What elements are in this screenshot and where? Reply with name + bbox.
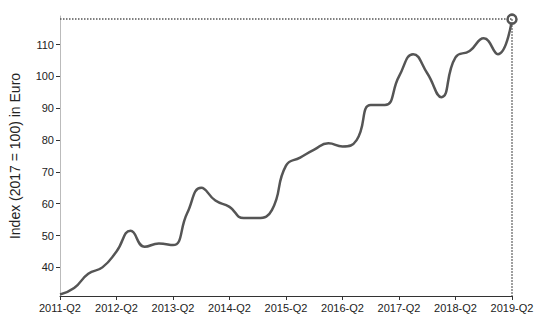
svg-text:110: 110: [36, 39, 54, 51]
svg-text:2012-Q2: 2012-Q2: [95, 302, 138, 314]
svg-text:70: 70: [42, 166, 54, 178]
svg-text:Index (2017 = 100) in Euro: Index (2017 = 100) in Euro: [7, 73, 23, 239]
svg-text:2015-Q2: 2015-Q2: [265, 302, 308, 314]
svg-text:40: 40: [42, 261, 54, 273]
svg-text:2016-Q2: 2016-Q2: [321, 302, 364, 314]
svg-text:100: 100: [36, 70, 54, 82]
svg-text:2011-Q2: 2011-Q2: [39, 302, 81, 314]
svg-text:2013-Q2: 2013-Q2: [152, 302, 195, 314]
svg-text:50: 50: [42, 230, 54, 242]
svg-text:2018-Q2: 2018-Q2: [434, 302, 477, 314]
svg-text:80: 80: [42, 134, 54, 146]
svg-text:60: 60: [42, 198, 54, 210]
svg-text:90: 90: [42, 102, 54, 114]
svg-text:2019-Q2: 2019-Q2: [491, 302, 534, 314]
svg-text:2017-Q2: 2017-Q2: [378, 302, 421, 314]
svg-text:2014-Q2: 2014-Q2: [208, 302, 251, 314]
